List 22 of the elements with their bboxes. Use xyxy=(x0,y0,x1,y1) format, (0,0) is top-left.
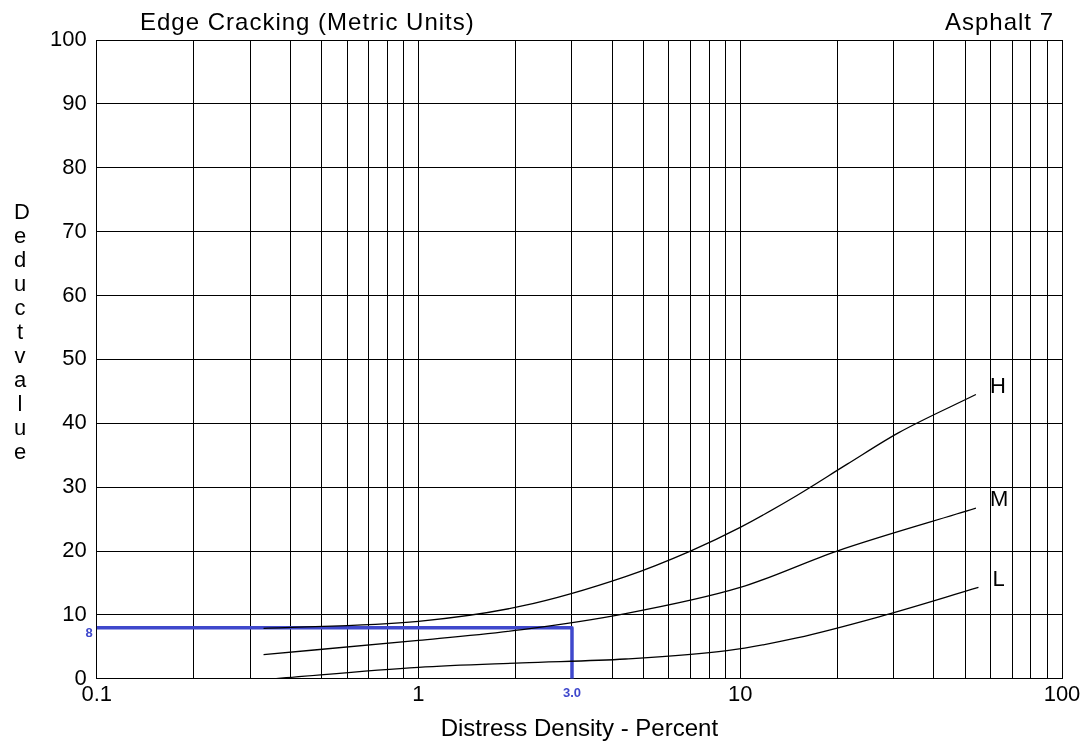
y-tick-label: 70 xyxy=(62,217,87,243)
y-tick-label: 40 xyxy=(62,409,87,435)
x-tick-label: 100 xyxy=(1043,681,1081,707)
series-label: M xyxy=(989,486,1009,512)
annotation: 8 xyxy=(85,625,93,641)
y-tick-label: 100 xyxy=(49,26,87,52)
x-tick-label: 1 xyxy=(412,681,425,707)
y-tick-label: 60 xyxy=(62,281,87,307)
y-tick-label: 30 xyxy=(62,473,87,499)
annotation: 3.0 xyxy=(562,684,582,700)
chart-title: Edge Cracking (Metric Units) xyxy=(140,8,475,36)
y-tick-label: 80 xyxy=(62,153,87,179)
y-tick-label: 10 xyxy=(62,600,87,626)
x-axis-title: Distress Density - Percent xyxy=(440,714,719,742)
text: Deduct value xyxy=(14,199,30,464)
chart-subtitle: Asphalt 7 xyxy=(944,8,1054,36)
y-tick-label: 50 xyxy=(62,345,87,371)
y-tick-label: 90 xyxy=(62,89,87,115)
series-label: H xyxy=(989,372,1006,398)
y-tick-label: 20 xyxy=(62,537,87,563)
x-tick-label: 10 xyxy=(727,681,753,707)
series-label: L xyxy=(992,565,1005,591)
